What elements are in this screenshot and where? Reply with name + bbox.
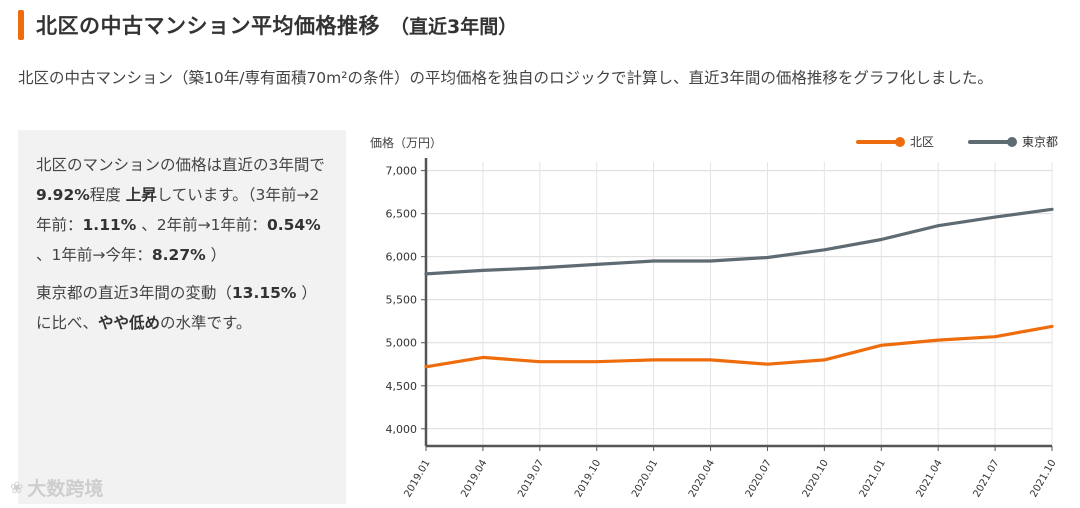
summary-comparison: やや低め: [98, 314, 161, 332]
x-tick-label: 2020.01: [630, 458, 660, 499]
page-title-bar: 北区の中古マンション平均価格推移 （直近3年間）: [18, 10, 517, 40]
watermark-logo-icon: ❀: [10, 478, 24, 497]
legend-swatch-dot-1: [895, 137, 905, 147]
y-tick-label: 5,000: [386, 337, 418, 350]
y-tick-label: 4,000: [386, 423, 418, 436]
legend-swatch-dot-2: [1007, 137, 1017, 147]
y-tick-label: 6,000: [386, 251, 418, 264]
summary-text: 東京都の直近3年間の変動（: [36, 284, 232, 302]
summary-text: ）に比べ、: [36, 284, 317, 332]
summary-text: 程度: [89, 186, 126, 204]
summary-text: 北区のマンションの価格は直近の3年間で: [36, 156, 325, 174]
price-chart: 価格（万円） 4,000 4,500 5,000 5,500 6,000 6,500 7,00…: [360, 130, 1076, 502]
x-tick-label: 2019.10: [573, 458, 603, 499]
summary-direction: 上昇: [125, 186, 157, 204]
watermark-text: 大数跨境: [27, 478, 104, 500]
y-tick-label: 5,500: [386, 294, 418, 307]
x-tick-label: 2020.04: [687, 458, 717, 499]
summary-text: 、2年前→1年前：: [136, 216, 267, 234]
x-tick-label: 2020.07: [744, 458, 774, 499]
summary-text: しています。（3年前→2年前：: [36, 186, 320, 234]
summary-paragraph-1: 北区のマンションの価格は直近の3年間で 9.92%程度 上昇しています。（3年前…: [36, 150, 330, 270]
watermark: ❀ 大数跨境: [10, 474, 103, 501]
summary-text: の水準です。: [160, 314, 252, 332]
summary-tokyo-rate: 13.15%: [231, 284, 297, 302]
page-title: 北区の中古マンション平均価格推移: [36, 14, 380, 38]
series-line-1: [424, 324, 1054, 369]
summary-text: ）: [205, 246, 227, 264]
x-tick-label: 2019.07: [516, 458, 546, 499]
series-line-2: [424, 207, 1054, 276]
y-tick-label: 7,000: [386, 165, 418, 178]
x-tick-label: 2019.01: [402, 458, 432, 499]
x-tick-label: 2021.01: [858, 458, 888, 499]
legend-label-2: 東京都: [1022, 135, 1058, 149]
legend-label-1: 北区: [910, 135, 934, 149]
x-tick-label: 2019.04: [459, 458, 489, 499]
x-tick-label: 2021.10: [1028, 458, 1058, 499]
summary-panel: 北区のマンションの価格は直近の3年間で 9.92%程度 上昇しています。（3年前…: [18, 130, 346, 504]
y-axis-label: 価格（万円）: [370, 135, 442, 150]
title-accent-bar: [18, 10, 24, 40]
summary-rate-3: 8.27%: [151, 246, 206, 264]
summary-rate-1: 1.11%: [82, 216, 137, 234]
x-tick-label: 2021.04: [915, 458, 945, 499]
line-chart-svg: 価格（万円） 4,000 4,500 5,000 5,500 6,000 6,500 7,00…: [370, 135, 1059, 499]
y-tick-label: 6,500: [386, 208, 418, 221]
y-tick-label: 4,500: [386, 380, 418, 393]
x-tick-label: 2020.10: [801, 458, 831, 499]
page-title-sub: （直近3年間）: [390, 15, 518, 38]
summary-text: 、1年前→今年：: [36, 246, 152, 264]
description-text: 北区の中古マンション（築10年/専有面積70m²の条件）の平均価格を独自のロジッ…: [18, 69, 993, 87]
x-tick-label: 2021.07: [971, 458, 1001, 499]
summary-rate-2: 0.54%: [266, 216, 321, 234]
summary-rate: 9.92%: [36, 186, 90, 204]
summary-paragraph-2: 東京都の直近3年間の変動（13.15% ）に比べ、やや低めの水準です。: [36, 278, 330, 338]
